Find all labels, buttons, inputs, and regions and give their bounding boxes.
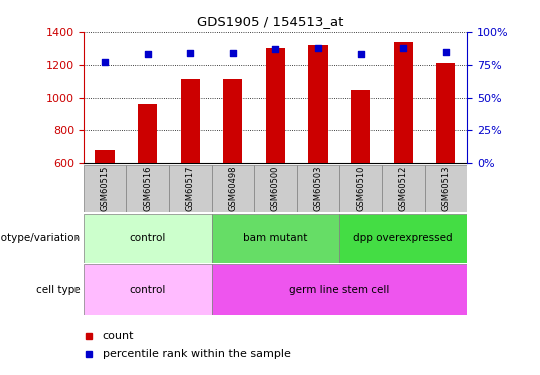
Point bbox=[442, 49, 450, 55]
Bar bbox=[223, 79, 242, 163]
Bar bbox=[424, 165, 467, 212]
Point bbox=[271, 46, 280, 52]
Bar bbox=[382, 165, 424, 212]
Bar bbox=[308, 45, 328, 163]
Text: control: control bbox=[130, 233, 166, 243]
Text: bam mutant: bam mutant bbox=[243, 233, 308, 243]
Text: control: control bbox=[130, 285, 166, 295]
Text: dpp overexpressed: dpp overexpressed bbox=[353, 233, 453, 243]
Text: GSM60515: GSM60515 bbox=[100, 166, 110, 211]
Text: genotype/variation: genotype/variation bbox=[0, 233, 81, 243]
Point bbox=[228, 50, 237, 56]
Text: cell type: cell type bbox=[36, 285, 81, 295]
Text: GSM60517: GSM60517 bbox=[186, 166, 195, 211]
Point bbox=[399, 45, 408, 51]
Text: GSM60516: GSM60516 bbox=[143, 166, 152, 211]
Bar bbox=[84, 165, 126, 212]
Bar bbox=[96, 150, 114, 163]
Bar bbox=[254, 165, 296, 212]
Text: GSM60503: GSM60503 bbox=[314, 166, 322, 211]
Text: GSM60510: GSM60510 bbox=[356, 166, 365, 211]
Point bbox=[100, 59, 109, 65]
Bar bbox=[212, 214, 339, 262]
Bar bbox=[394, 42, 413, 163]
Point bbox=[143, 51, 152, 57]
Text: GSM60498: GSM60498 bbox=[228, 166, 237, 211]
Bar bbox=[169, 165, 212, 212]
Text: percentile rank within the sample: percentile rank within the sample bbox=[103, 350, 291, 359]
Bar bbox=[339, 214, 467, 262]
Bar bbox=[436, 63, 455, 163]
Text: GDS1905 / 154513_at: GDS1905 / 154513_at bbox=[197, 15, 343, 28]
Bar bbox=[126, 165, 169, 212]
Bar bbox=[212, 165, 254, 212]
Bar bbox=[84, 214, 212, 262]
Text: GSM60500: GSM60500 bbox=[271, 166, 280, 211]
Bar bbox=[351, 90, 370, 163]
Bar bbox=[180, 80, 200, 163]
Bar bbox=[266, 48, 285, 163]
Point bbox=[314, 45, 322, 51]
Point bbox=[186, 50, 194, 56]
Bar bbox=[84, 264, 212, 315]
Bar bbox=[296, 165, 339, 212]
Point bbox=[356, 51, 365, 57]
Bar bbox=[339, 165, 382, 212]
Bar bbox=[212, 264, 467, 315]
Text: GSM60512: GSM60512 bbox=[399, 166, 408, 211]
Bar bbox=[138, 104, 157, 163]
Text: GSM60513: GSM60513 bbox=[441, 166, 450, 211]
Text: count: count bbox=[103, 331, 134, 340]
Text: germ line stem cell: germ line stem cell bbox=[289, 285, 389, 295]
